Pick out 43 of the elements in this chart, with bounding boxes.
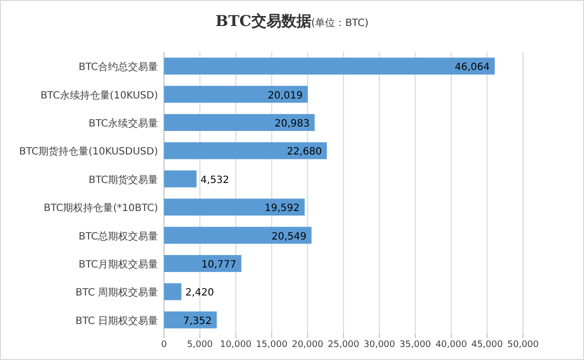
x-tick-label: 25,000 (328, 340, 360, 350)
data-label: 46,064 (454, 62, 490, 74)
data-label: 2,420 (185, 288, 214, 299)
data-label: 19,592 (264, 203, 300, 214)
bar (164, 114, 315, 131)
y-tick-label: BTC永续交易量 (88, 118, 158, 130)
data-label: 20,983 (274, 118, 310, 130)
bar (164, 58, 495, 75)
x-tick-label: 0 (161, 340, 168, 350)
chart-title: BTC交易数据 (216, 12, 312, 30)
bar (164, 283, 182, 300)
x-tick-label: 20,000 (292, 340, 324, 350)
x-tick-label: 40,000 (435, 340, 468, 350)
y-tick-label: BTC 日期权交易量 (75, 314, 158, 327)
y-tick-label: BTC期货持仓量(10KUSDUSD) (19, 146, 158, 158)
data-label: 20,019 (268, 90, 303, 102)
data-label: 22,680 (286, 146, 322, 158)
bar (164, 226, 312, 244)
x-tick-label: 5,000 (187, 340, 214, 350)
bar (164, 142, 327, 160)
bar (164, 170, 197, 188)
x-tick-label: 10,000 (220, 340, 252, 350)
y-tick-label: BTC月期权交易量 (78, 258, 158, 270)
bar (164, 255, 242, 272)
y-tick-label: BTC期货交易量 (88, 174, 158, 186)
y-tick-label: BTC永续持仓量(10KUSD) (40, 89, 158, 102)
y-tick-label: BTC合约总交易量 (78, 61, 158, 74)
y-tick-label: BTC 周期权交易量 (75, 286, 158, 299)
x-tick-label: 30,000 (364, 340, 396, 350)
bar (164, 311, 217, 328)
data-label: 7,352 (183, 316, 212, 327)
bar (164, 198, 305, 216)
chart-subtitle: (单位：BTC) (311, 17, 369, 29)
data-label: 20,549 (272, 231, 307, 242)
y-tick-label: BTC总期权交易量 (78, 230, 158, 242)
x-tick-label: 45,000 (471, 340, 504, 350)
x-tick-label: 15,000 (256, 340, 288, 350)
bar (164, 86, 308, 103)
y-tick-label: BTC期权持仓量(*10BTC) (44, 202, 158, 214)
x-tick-label: 35,000 (400, 340, 432, 350)
x-tick-label: 50,000 (507, 340, 540, 350)
data-label: 10,777 (201, 260, 236, 270)
data-label: 4,532 (200, 174, 230, 186)
